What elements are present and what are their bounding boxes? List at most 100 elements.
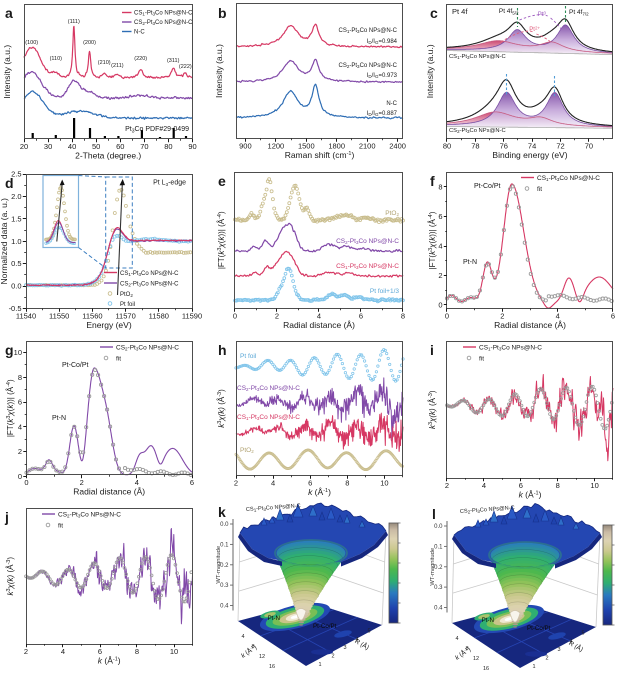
svg-text:4: 4	[135, 478, 139, 487]
svg-text:70: 70	[140, 142, 148, 151]
svg-text:Pt foil+1/3: Pt foil+1/3	[370, 288, 399, 295]
svg-text:74: 74	[528, 142, 536, 151]
svg-text:k (Å-1): k (Å-1)	[239, 642, 258, 659]
svg-text:2.5: 2.5	[11, 170, 21, 179]
svg-text:8: 8	[438, 183, 442, 192]
svg-text:Pt foil: Pt foil	[240, 353, 257, 360]
svg-text:ID/IG=0.984: ID/IG=0.984	[367, 39, 398, 45]
svg-text:8: 8	[135, 647, 139, 656]
svg-text:78: 78	[471, 142, 479, 151]
svg-text:2: 2	[80, 478, 84, 487]
svg-text:N-C: N-C	[386, 101, 397, 107]
svg-text:5: 5	[367, 629, 370, 635]
svg-text:8: 8	[345, 479, 349, 488]
svg-text:2: 2	[18, 447, 22, 456]
svg-text:CS1-Pt3Co NPs@N-C: CS1-Pt3Co NPs@N-C	[336, 263, 399, 270]
svg-text:4: 4	[455, 636, 458, 642]
svg-text:6: 6	[359, 312, 363, 321]
svg-text:4: 4	[317, 312, 321, 321]
svg-text:(111): (111)	[68, 19, 80, 25]
svg-text:0.2: 0.2	[220, 563, 229, 569]
svg-text:10: 10	[14, 348, 22, 357]
svg-text:CS1-Pt3Co NPs@N-C: CS1-Pt3Co NPs@N-C	[134, 11, 193, 17]
svg-text:CS2-Pt3Co NPs@N-C: CS2-Pt3Co NPs@N-C	[237, 385, 300, 392]
svg-text:R (Å): R (Å)	[353, 636, 371, 651]
svg-text:PtO2: PtO2	[385, 210, 399, 217]
svg-text:PtO2: PtO2	[120, 292, 133, 298]
svg-text:0: 0	[18, 472, 22, 481]
svg-text:(311): (311)	[167, 58, 180, 64]
svg-text:3: 3	[557, 647, 560, 653]
svg-text:Radial distance (Å): Radial distance (Å)	[73, 487, 145, 497]
svg-text:2: 2	[500, 312, 504, 321]
svg-text:6: 6	[18, 398, 22, 407]
svg-text:fit: fit	[479, 356, 484, 363]
svg-text:CS2-Pt3Co NPs@N-C: CS2-Pt3Co NPs@N-C	[339, 63, 398, 69]
svg-text:2: 2	[234, 479, 238, 488]
svg-text:4: 4	[271, 479, 275, 488]
svg-text:Pt3Co PDF#29-0499: Pt3Co PDF#29-0499	[125, 126, 189, 135]
svg-text:|FT(k3χ(k))| (Å-4): |FT(k3χ(k))| (Å-4)	[6, 379, 15, 437]
svg-text:0.1: 0.1	[434, 544, 443, 550]
svg-text:4: 4	[569, 639, 572, 645]
svg-text:4: 4	[355, 637, 358, 643]
svg-text:k (Å-1): k (Å-1)	[98, 656, 121, 666]
svg-text:5: 5	[581, 631, 584, 637]
svg-text:Radial distance (Å): Radial distance (Å)	[283, 320, 355, 330]
svg-text:0: 0	[233, 312, 237, 321]
svg-text:4: 4	[18, 422, 22, 431]
svg-text:2: 2	[545, 656, 548, 662]
svg-text:11590: 11590	[182, 312, 202, 321]
svg-text:80: 80	[443, 142, 451, 151]
svg-text:CS1-Pt3Co NPs@N-C: CS1-Pt3Co NPs@N-C	[339, 28, 398, 34]
svg-text:0.0: 0.0	[434, 524, 443, 530]
svg-text:Pt-Co/Pt: Pt-Co/Pt	[62, 362, 89, 369]
svg-text:2: 2	[275, 312, 279, 321]
svg-text:(100): (100)	[25, 40, 38, 46]
svg-text:12: 12	[473, 656, 479, 662]
svg-text:Intensity (a.u.): Intensity (a.u.)	[425, 44, 435, 98]
svg-text:j: j	[4, 509, 9, 525]
svg-text:k: k	[218, 504, 226, 520]
svg-text:4: 4	[482, 481, 486, 490]
svg-text:0.3: 0.3	[434, 585, 443, 591]
svg-text:CS1-Pt3Co NPs@N-C: CS1-Pt3Co NPs@N-C	[246, 503, 301, 513]
svg-text:8: 8	[18, 373, 22, 382]
svg-text:8: 8	[401, 312, 405, 321]
svg-text:CS2-Pt3Co NPs@N-C: CS2-Pt3Co NPs@N-C	[120, 282, 179, 288]
svg-text:2400: 2400	[389, 142, 406, 151]
svg-text:(222): (222)	[179, 64, 192, 70]
svg-text:Pt2+: Pt2+	[529, 26, 540, 34]
svg-text:Pt-Co/Pt: Pt-Co/Pt	[313, 623, 337, 630]
svg-text:0.2: 0.2	[434, 565, 443, 571]
svg-text:16: 16	[483, 666, 489, 672]
svg-text:6: 6	[308, 479, 312, 488]
svg-text:Normalized data (a. u.): Normalized data (a. u.)	[0, 198, 9, 285]
svg-text:0: 0	[438, 301, 442, 310]
svg-text:a: a	[5, 5, 13, 21]
svg-text:0.0: 0.0	[11, 282, 21, 291]
svg-text:80: 80	[164, 142, 172, 151]
svg-text:ID/IG=0.887: ID/IG=0.887	[367, 111, 398, 117]
svg-text:0.4: 0.4	[434, 606, 443, 612]
svg-text:f: f	[430, 173, 435, 189]
svg-text:(110): (110)	[50, 56, 63, 62]
svg-text:fit: fit	[58, 523, 63, 530]
svg-text:11540: 11540	[16, 312, 36, 321]
svg-text:0.3: 0.3	[220, 583, 229, 589]
svg-text:WT-magnitude: WT-magnitude	[216, 546, 222, 584]
svg-text:Pt-N: Pt-N	[482, 617, 494, 624]
svg-text:2: 2	[24, 647, 28, 656]
svg-text:k3χ(k) (Å-3): k3χ(k) (Å-3)	[217, 389, 226, 428]
svg-text:2100: 2100	[359, 142, 376, 151]
svg-text:|FT(k3χ(k))| (Å-4): |FT(k3χ(k))| (Å-4)	[428, 211, 437, 269]
svg-text:6: 6	[190, 478, 194, 487]
svg-text:b: b	[218, 5, 227, 21]
svg-text:Intensity (a.u.): Intensity (a.u.)	[2, 45, 12, 99]
svg-text:Binding energy (eV): Binding energy (eV)	[492, 150, 567, 160]
svg-text:l: l	[432, 506, 436, 522]
svg-text:CS2-Pt3Co NPs@N-C: CS2-Pt3Co NPs@N-C	[449, 128, 506, 134]
svg-text:h: h	[218, 342, 227, 358]
svg-text:6: 6	[519, 481, 523, 490]
svg-text:0.0: 0.0	[220, 522, 229, 528]
